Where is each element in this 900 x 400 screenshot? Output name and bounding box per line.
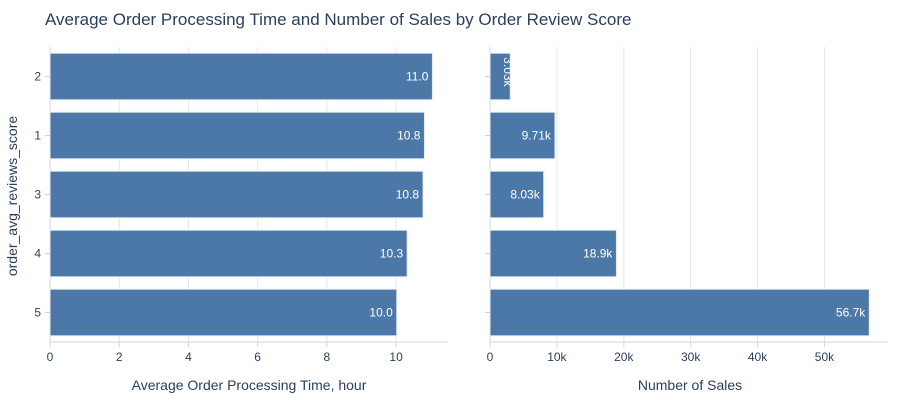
processing-time-value-label-score-5: 10.0 — [369, 306, 393, 320]
y-tick-label-score-4: 4 — [34, 247, 41, 261]
processing-time-value-label-score-3: 10.8 — [396, 188, 420, 202]
sales-x-tick-label: 30k — [681, 350, 701, 364]
sales-x-tick-label: 10k — [547, 350, 567, 364]
processing-time-value-label-score-4: 10.3 — [380, 247, 404, 261]
sales-value-label-score-2: 3.03k — [501, 57, 515, 87]
y-tick-label-score-2: 2 — [34, 70, 41, 84]
sales-value-label-score-5: 56.7k — [836, 306, 866, 320]
x-axis-title-processing-time: Average Order Processing Time, hour — [132, 377, 367, 393]
processing-time-value-label-score-1: 10.8 — [397, 129, 421, 143]
processing-time-bar-score-2 — [49, 52, 433, 101]
sales-x-tick-label: 20k — [614, 350, 634, 364]
sales-x-tick-label: 0 — [487, 350, 494, 364]
chart-title: Average Order Processing Time and Number… — [45, 10, 631, 29]
sales-bar-score-1 — [489, 111, 556, 160]
x-axis-title-sales: Number of Sales — [638, 377, 742, 393]
sales-bar-score-4 — [489, 229, 617, 278]
y-axis-title: order_avg_reviews_score — [4, 116, 20, 277]
processing-time-value-label-score-2: 11.0 — [406, 70, 429, 84]
y-tick-label-score-3: 3 — [34, 188, 41, 202]
y-tick-label-score-5: 5 — [34, 306, 41, 320]
sales-count-panel: 0 10k 20k 30k 40k 50k 3.03k 9.71k 8.03k 18.9k 56.7… — [485, 47, 888, 364]
processing-time-x-tick-label: 8 — [324, 350, 331, 364]
sales-bar-score-5 — [489, 288, 870, 337]
processing-time-x-tick-label: 2 — [116, 350, 123, 364]
processing-time-x-tick-label: 0 — [47, 350, 54, 364]
processing-time-x-tick-label: 10 — [389, 350, 403, 364]
processing-time-bar-score-4 — [49, 229, 408, 278]
processing-time-panel: 0 2 4 6 8 10 2 11.0 1 10.8 3 10.8 4 10.3 5 10.0 — [34, 47, 448, 364]
sales-value-label-score-4: 18.9k — [583, 247, 613, 261]
processing-time-bar-score-5 — [49, 288, 398, 337]
y-tick-label-score-1: 1 — [34, 129, 41, 143]
sales-x-tick-label: 40k — [748, 350, 768, 364]
sales-x-tick-label: 50k — [815, 350, 835, 364]
processing-time-x-tick-label: 6 — [254, 350, 261, 364]
sales-value-label-score-3: 8.03k — [510, 188, 540, 202]
sales-value-label-score-1: 9.71k — [522, 129, 552, 143]
processing-time-bar-score-3 — [49, 170, 424, 219]
sales-bar-score-3 — [489, 170, 545, 219]
processing-time-bar-score-1 — [49, 111, 425, 160]
processing-time-x-tick-label: 4 — [185, 350, 192, 364]
